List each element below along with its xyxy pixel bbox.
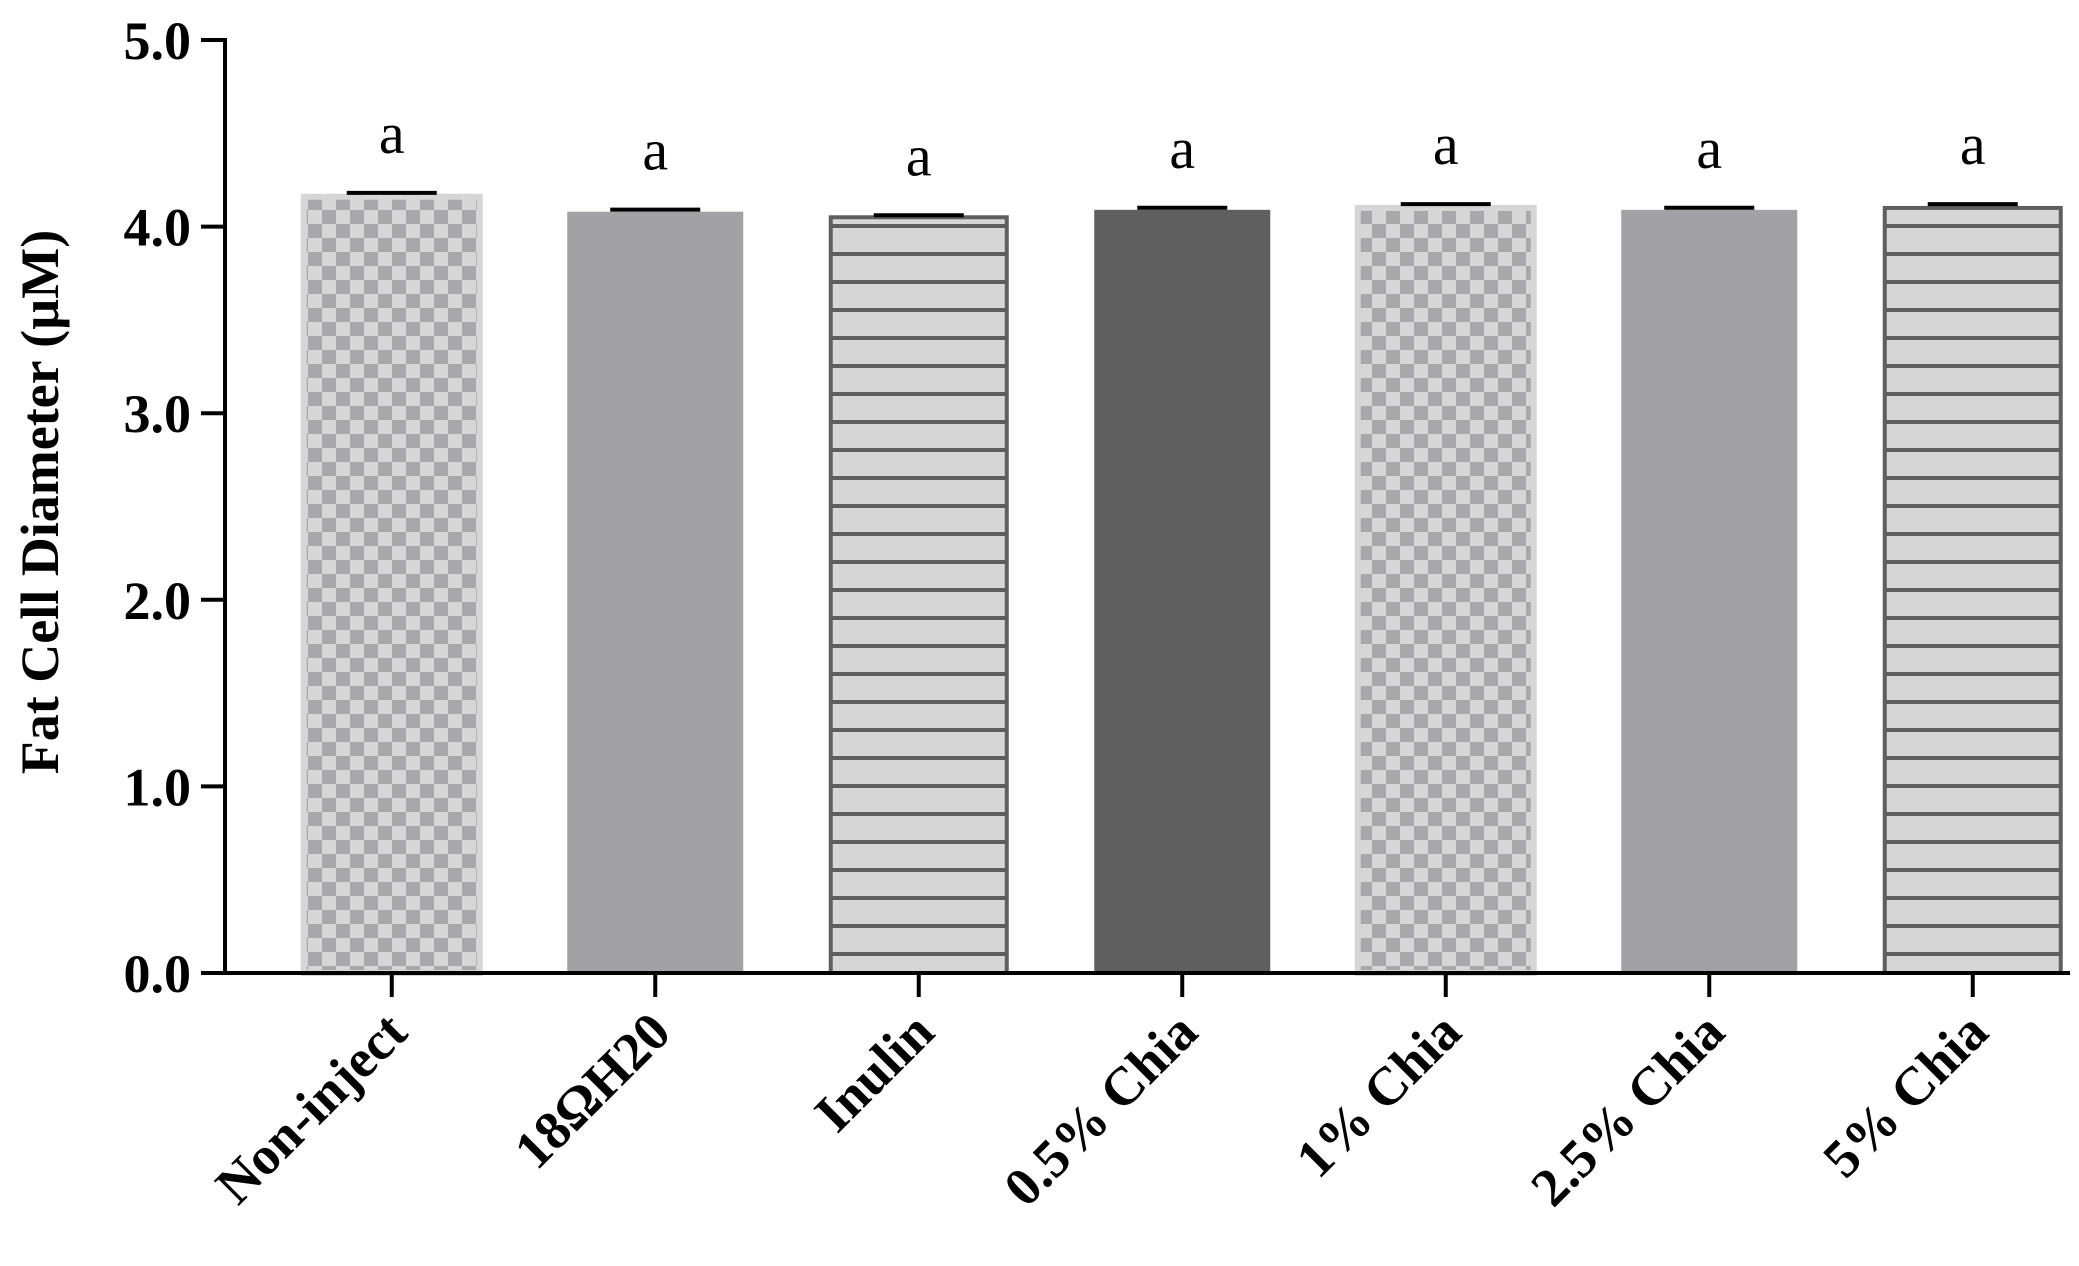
significance-label: a bbox=[642, 118, 668, 183]
x-tick-label: 2.5% Chia bbox=[1519, 1001, 1735, 1217]
significance-label: a bbox=[1960, 112, 1986, 177]
bars bbox=[300, 190, 2063, 976]
bar-18-h20 bbox=[567, 211, 744, 973]
y-tick-label: 3.0 bbox=[124, 384, 192, 444]
bar-0-5-chia bbox=[1094, 209, 1271, 973]
bar-non-inject bbox=[300, 193, 483, 976]
x-tick-label: 1% Chia bbox=[1284, 1001, 1472, 1189]
y-tick-label: 1.0 bbox=[124, 757, 192, 817]
y-axis-label: Fat Cell Diameter (µM) bbox=[10, 230, 70, 774]
x-tick-label: Inulin bbox=[803, 1001, 945, 1143]
x-tick-label: 5% Chia bbox=[1811, 1001, 1999, 1189]
bar-1-chia bbox=[1354, 204, 1537, 976]
x-tick-label: 18ΩH20 bbox=[503, 1001, 682, 1180]
significance-label: a bbox=[1696, 116, 1722, 181]
y-tick-label: 4.0 bbox=[124, 198, 192, 258]
axes bbox=[201, 38, 2070, 997]
significance-label: a bbox=[1169, 116, 1195, 181]
y-tick-label: 2.0 bbox=[124, 571, 192, 631]
significance-label: a bbox=[379, 101, 405, 166]
y-tick-label: 5.0 bbox=[124, 11, 192, 71]
x-tick-label: Non-inject bbox=[204, 1001, 418, 1215]
significance-label: a bbox=[906, 123, 932, 188]
bar-2-5-chia bbox=[1621, 209, 1798, 973]
x-tick-label: 0.5% Chia bbox=[992, 1001, 1208, 1217]
bar-inulin bbox=[828, 215, 1009, 975]
y-tick-label: 0.0 bbox=[124, 944, 192, 1004]
bar-5-chia bbox=[1882, 205, 2063, 975]
significance-label: a bbox=[1433, 112, 1459, 177]
